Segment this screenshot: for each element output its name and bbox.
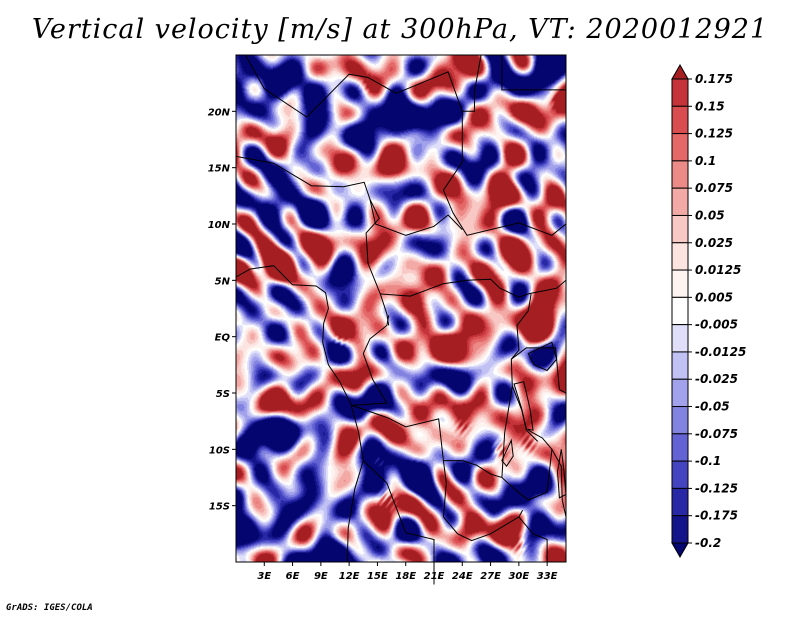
x-tick-label-8: 27E (480, 571, 501, 582)
y-tick-label-5: 5S (216, 389, 230, 400)
colorbar-swatch-15 (671, 460, 689, 489)
colorbar-swatch-18 (671, 542, 689, 559)
colorbar-swatch-17 (671, 515, 689, 544)
colorbar-swatch-3 (671, 133, 689, 162)
grads-credit: GrADS: IGES/COLA (6, 603, 93, 613)
y-tick-label-1: 15N (208, 164, 231, 175)
colorbar-swatch-7 (671, 242, 689, 271)
plot-frame (235, 54, 567, 563)
y-tick-label-0: 20N (208, 107, 231, 118)
colorbar-swatch-6 (671, 214, 689, 244)
country-border-6 (380, 278, 567, 298)
x-tick-label-4: 15E (367, 571, 388, 582)
colorbar-swatch-5 (671, 187, 689, 216)
colorbar-label-9: -0.005 (695, 318, 738, 332)
colorbar-label-13: -0.075 (695, 427, 738, 441)
x-tick-label-1: 6E (286, 571, 300, 582)
colorbar-label-10: -0.0125 (695, 345, 746, 359)
country-border-9 (362, 460, 435, 585)
colorbar-label-3: 0.1 (695, 154, 716, 168)
colorbar-swatch-1 (671, 78, 689, 107)
country-border-0 (235, 265, 364, 563)
colorbar-swatch-12 (671, 378, 689, 408)
x-tick-label-5: 18E (395, 571, 416, 582)
country-border-10 (442, 460, 524, 542)
colorbar-label-0: 0.175 (695, 72, 733, 86)
colorbar-label-15: -0.125 (695, 481, 738, 495)
colorbar-swatch-2 (671, 105, 689, 135)
colorbar-label-7: 0.0125 (695, 263, 741, 277)
colorbar-swatch-9 (671, 296, 689, 326)
lake-outline-1 (556, 449, 567, 499)
x-tick-label-2: 9E (314, 571, 328, 582)
country-border-14 (518, 516, 548, 562)
colorbar-label-2: 0.125 (695, 127, 733, 141)
country-border-12 (511, 347, 567, 394)
vertical-velocity-field (236, 55, 566, 562)
country-border-7 (351, 315, 390, 406)
chart-title: Vertical velocity [m/s] at 300hPa, VT: 2… (31, 14, 769, 45)
colorbar-label-11: -0.025 (695, 372, 738, 386)
colorbar-swatch-13 (671, 406, 689, 435)
colorbar-swatch-10 (671, 324, 689, 353)
colorbar-swatch-14 (671, 433, 689, 462)
x-tick-label-9: 30E (508, 571, 529, 582)
colorbar-swatch-0 (671, 63, 689, 80)
y-tick-label-7: 15S (209, 502, 230, 513)
colorbar-label-6: 0.025 (695, 236, 733, 250)
lake-outline-2 (527, 341, 558, 372)
colorbar-label-17: -0.2 (695, 536, 721, 550)
colorbar-label-16: -0.175 (695, 509, 738, 523)
y-tick-label-3: 5N (215, 276, 231, 287)
colorbar-label-5: 0.05 (695, 208, 725, 222)
colorbar-swatch-4 (671, 160, 689, 189)
colorbar-label-8: 0.005 (695, 290, 733, 304)
lake-outline-3 (501, 438, 514, 468)
x-tick-label-10: 33E (537, 571, 558, 582)
colorbar-swatch-11 (671, 351, 689, 380)
y-tick-label-2: 10N (208, 220, 231, 231)
x-tick-label-3: 12E (339, 571, 360, 582)
country-border-5 (369, 199, 463, 236)
country-border-13 (551, 449, 567, 518)
y-tick-label-4: EQ (215, 333, 231, 344)
colorbar-label-1: 0.15 (695, 99, 725, 113)
y-tick-label-6: 10S (209, 445, 230, 456)
x-tick-label-6: 21E (424, 571, 445, 582)
colorbar-label-12: -0.05 (695, 400, 730, 414)
country-border-1 (244, 54, 567, 236)
x-tick-label-0: 3E (257, 571, 271, 582)
country-border-11 (501, 429, 553, 501)
lake-outline-0 (513, 381, 534, 431)
country-border-2 (462, 54, 482, 112)
colorbar-swatch-16 (671, 487, 689, 517)
country-border-3 (501, 55, 566, 91)
colorbar-swatch-8 (671, 269, 689, 298)
colorbar-label-14: -0.1 (695, 454, 721, 468)
map-plot-area (236, 55, 566, 562)
colorbar-label-4: 0.075 (695, 181, 733, 195)
x-tick-label-7: 24E (452, 571, 473, 582)
country-border-4 (235, 155, 390, 326)
country-border-8 (351, 293, 532, 479)
